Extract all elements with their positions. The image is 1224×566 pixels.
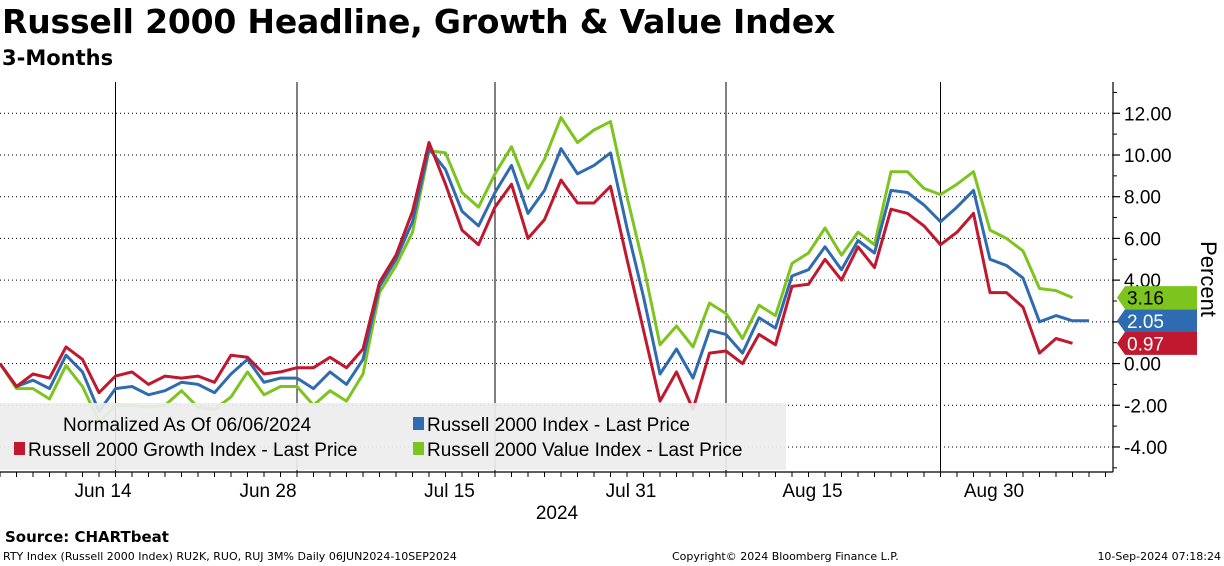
legend-item-label: Russell 2000 Index - Last Price <box>427 415 690 436</box>
x-tick-label: Jun 28 <box>239 481 296 502</box>
last-value-tag-text: 2.05 <box>1127 312 1164 333</box>
legend-swatch <box>14 442 25 455</box>
y-tick-label: 8.00 <box>1124 188 1161 209</box>
y-tick-label: 10.00 <box>1124 146 1172 167</box>
x-tick-label: Jun 14 <box>74 481 131 502</box>
last-value-tag-text: 3.16 <box>1127 289 1164 310</box>
legend-item-label: Russell 2000 Value Index - Last Price <box>427 440 742 461</box>
x-tick-label: Aug 30 <box>964 481 1024 502</box>
axes: -4.00-2.000.002.004.006.008.0010.0012.00… <box>0 82 1221 524</box>
last-value-tag-1: 0.97 <box>1117 331 1197 355</box>
chart-title: Russell 2000 Headline, Growth & Value In… <box>2 2 836 41</box>
y-tick-label: 12.00 <box>1124 104 1172 125</box>
last-value-tag-bg <box>1117 286 1197 310</box>
x-axis-year: 2024 <box>536 503 579 524</box>
chart-subtitle: 3-Months <box>2 46 114 70</box>
series-lines <box>0 116 1089 424</box>
last-value-tag-bg <box>1117 331 1197 355</box>
source-label: Source: CHARTbeat <box>5 528 169 546</box>
x-tick-label: Aug 15 <box>782 481 842 502</box>
series-line-0 <box>0 147 1089 413</box>
legend-swatch <box>413 442 424 455</box>
y-tick-label: -2.00 <box>1124 396 1167 417</box>
series-line-1 <box>0 141 1073 411</box>
footer-copyright: Copyright© 2024 Bloomberg Finance L.P. <box>672 550 899 563</box>
last-value-tag-0: 2.05 <box>1117 309 1197 333</box>
x-tick-label: Jul 15 <box>424 481 475 502</box>
footer-description: RTY Index (Russell 2000 Index) RU2K, RUO… <box>3 550 457 563</box>
x-tick-label: Jul 31 <box>606 481 657 502</box>
last-value-tag-text: 0.97 <box>1127 334 1164 355</box>
y-axis-title: Percent <box>1196 241 1221 317</box>
y-tick-label: -4.00 <box>1124 438 1167 459</box>
last-value-tag-2: 3.16 <box>1117 286 1197 310</box>
legend-background <box>0 403 786 470</box>
legend: Normalized As Of 06/06/2024 Russell 2000 … <box>0 403 786 470</box>
footer-timestamp: 10-Sep-2024 07:18:24 <box>1097 550 1221 563</box>
y-tick-label: 6.00 <box>1124 229 1161 250</box>
legend-note: Normalized As Of 06/06/2024 <box>63 415 312 436</box>
last-value-tag-bg <box>1117 309 1197 333</box>
y-tick-label: 0.00 <box>1124 355 1161 376</box>
legend-swatch <box>413 417 424 430</box>
series-line-2 <box>0 116 1074 424</box>
legend-item-label: Russell 2000 Growth Index - Last Price <box>28 440 358 461</box>
